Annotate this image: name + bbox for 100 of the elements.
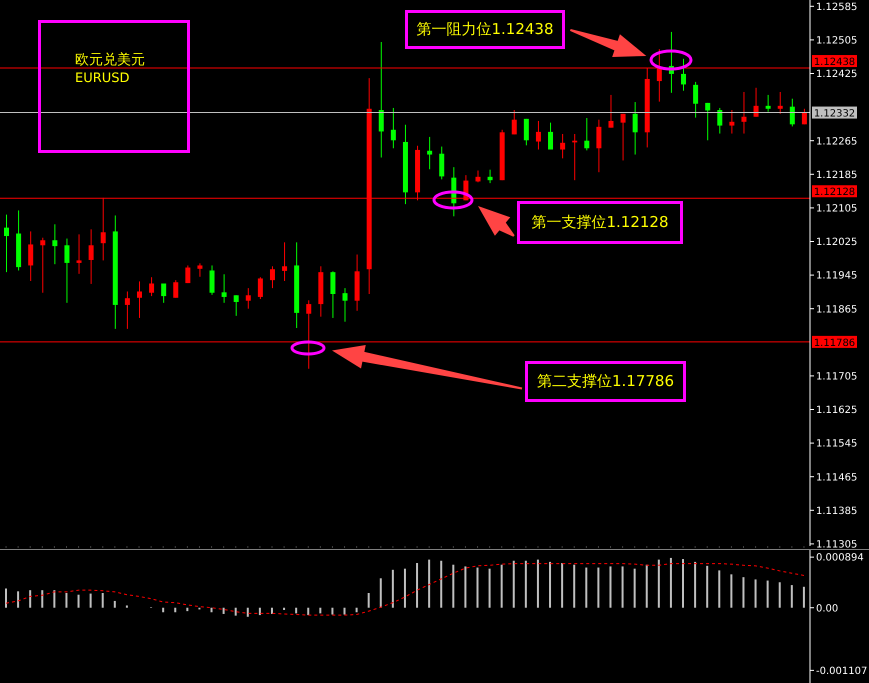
bar [258,608,261,616]
bar [41,590,44,608]
candlestick [524,118,529,146]
bar [536,560,539,608]
candlestick [729,110,734,134]
bar [452,564,454,608]
candlestick [246,288,251,310]
candlestick [88,228,94,284]
y-tick-label: 0.00 [816,603,838,614]
bar [622,566,624,608]
bar [790,585,793,608]
y-tick-label: 1.12105 [816,203,858,214]
candlestick [741,91,746,134]
bar [210,608,213,612]
bar [682,559,684,608]
candlestick [306,300,312,370]
bar [331,608,334,615]
candlestick [584,118,590,151]
bar [29,590,32,608]
bar [464,566,466,608]
bar [524,560,527,608]
candlestick [548,122,554,150]
candlestick [608,94,614,128]
annotation: 第二支撑位1.17786 [536,372,674,391]
bar [428,560,430,608]
candlestick [185,264,190,284]
bar [416,563,418,608]
candlestick [234,294,239,316]
bar [609,566,612,608]
y-tick-label: 1.11945 [816,270,858,282]
candlestick [572,133,578,181]
y-tick-label: 1.11705 [816,371,858,382]
bar [307,608,310,616]
bar [162,608,164,612]
bar [585,568,588,608]
bar [488,568,491,608]
y-tick-label: 1.12505 [816,35,858,46]
bar [78,594,80,608]
bar [694,562,696,608]
bar [114,600,116,608]
ref-line-label: 1.12438 [814,57,856,68]
bar [17,591,20,608]
y-tick-label: 1.12185 [816,170,858,181]
bar [706,566,708,608]
y-tick-label: 1.11465 [816,472,858,484]
candlestick [790,98,795,127]
candlestick [28,230,34,282]
bar [295,608,298,614]
bar [404,568,406,608]
bar [234,608,237,616]
bar [730,574,732,608]
candlestick [76,234,82,274]
annotation: 第一支撑位1.12128 [531,213,669,232]
candlestick [766,94,771,112]
candlestick [596,119,602,173]
bar [246,608,249,617]
y-tick-label: 1.12265 [816,136,858,148]
candlestick [222,274,227,304]
candlestick [378,42,384,158]
bar [368,593,370,608]
ref-line-label: 1.12332 [814,108,856,120]
candlestick [488,169,493,184]
candlestick [52,224,58,265]
candlestick [124,290,130,330]
candlestick [342,288,348,322]
bar [778,582,781,608]
bar [573,564,576,608]
candlestick [717,107,722,134]
candlestick [197,262,202,278]
candlestick [210,264,215,296]
candlestick [778,91,783,114]
candlestick [536,120,541,150]
bar [500,564,503,608]
bar [670,558,672,608]
candlestick [560,133,566,159]
bar [90,594,92,608]
bar [646,564,648,608]
candlestick [330,270,336,318]
candlestick [4,214,9,273]
bar [802,586,805,608]
bar [597,568,600,608]
candlestick [693,81,698,118]
bar [392,570,394,608]
annotation: 第一阻力位1.12438 [416,20,554,39]
bar [766,580,769,608]
candlestick [681,58,686,92]
candlestick [632,102,638,156]
bar [476,568,478,608]
y-tick-label: -0.001107 [816,666,868,677]
bar [270,608,273,614]
bar [319,608,322,614]
ref-line-label: 1.12128 [814,187,856,198]
y-tick-label: 1.11865 [816,304,858,316]
candlestick [754,87,759,118]
candlestick [439,146,444,180]
candlestick [149,276,154,297]
annotation: 欧元兑美元 [75,51,145,69]
y-tick-label: 1.11545 [816,438,858,450]
line-series [6,563,804,616]
bar [174,608,176,612]
